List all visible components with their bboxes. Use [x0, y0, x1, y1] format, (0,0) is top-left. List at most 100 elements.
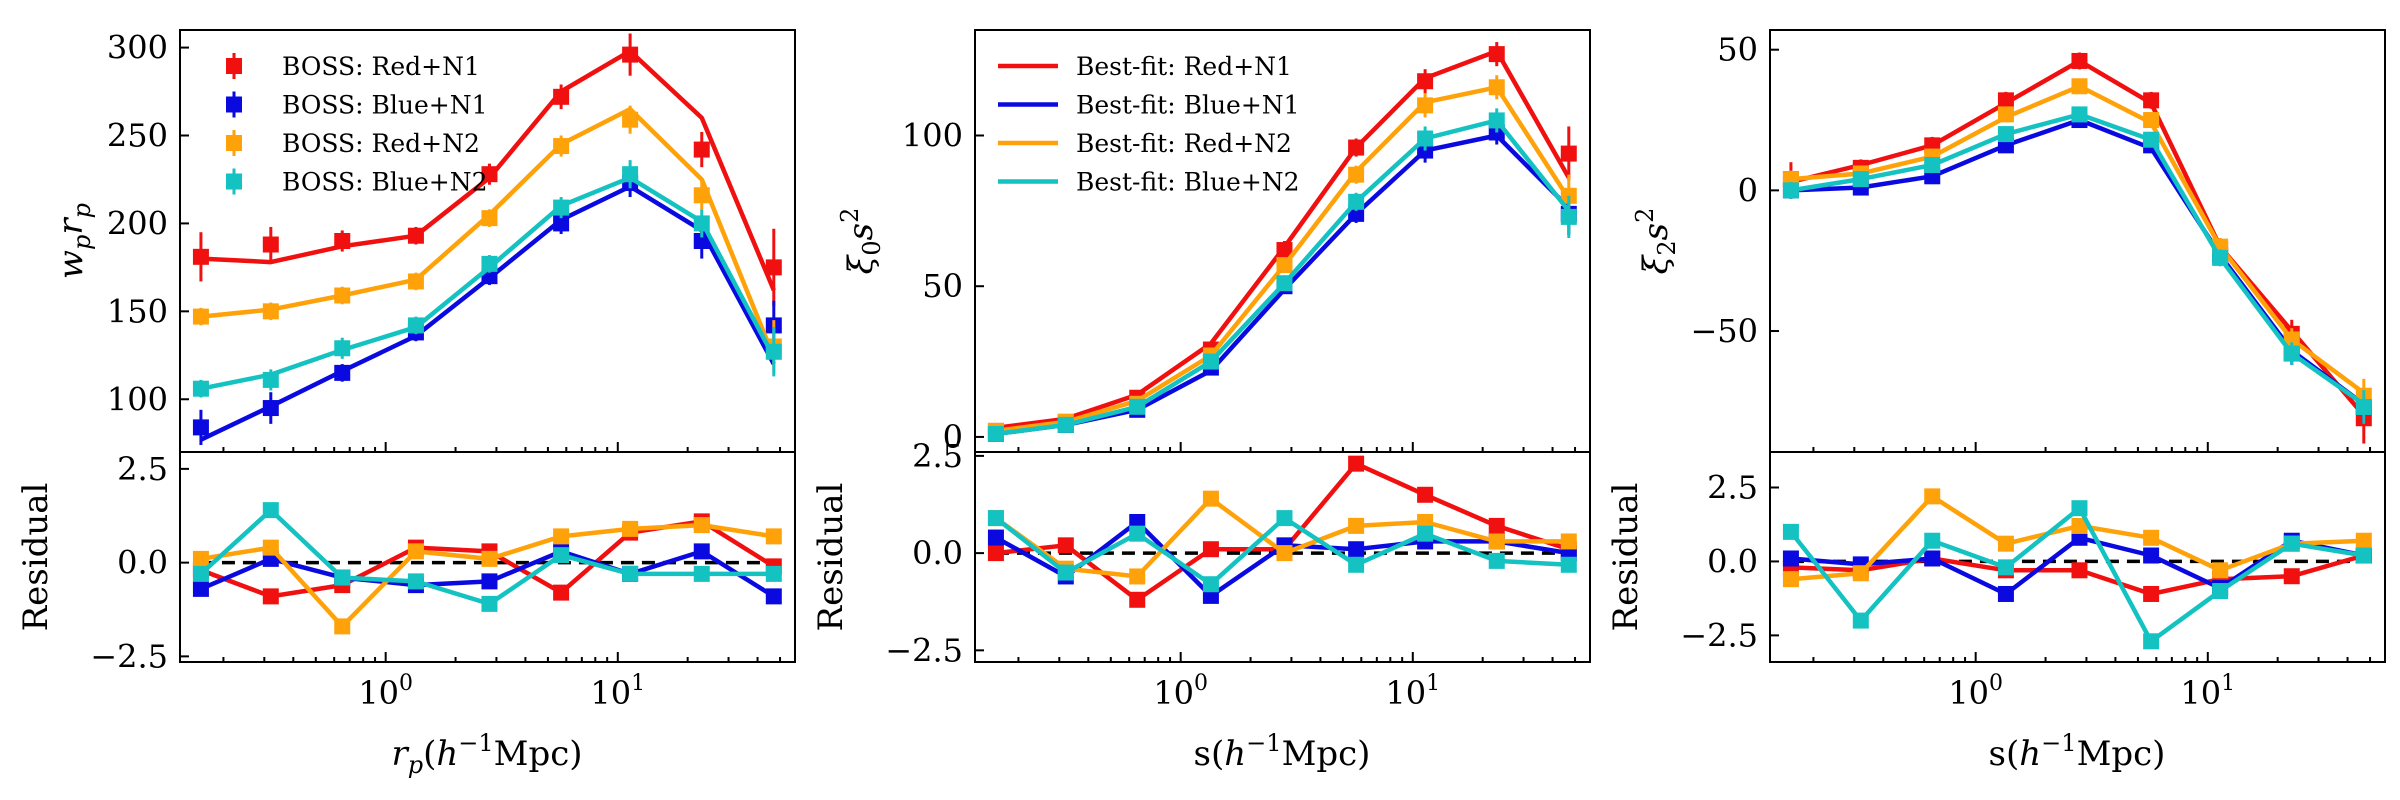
- legend-label: Best-fit: Red+N1: [1076, 52, 1292, 81]
- x-axis-label-rp: rp(h−1Mpc): [391, 729, 582, 779]
- x-axis-label-s: s(h−1Mpc): [1989, 729, 2166, 774]
- data-marker: [1202, 541, 1219, 558]
- series-red-n1: [1782, 547, 2372, 602]
- data-marker: [1057, 537, 1074, 554]
- data-marker: [693, 565, 710, 582]
- data-marker: [765, 259, 782, 276]
- x-tick-label: 100: [1153, 671, 1208, 712]
- legend-boss: BOSS: Red+N1 BOSS: Blue+N1 BOSS: Red+N2 BOS…: [226, 52, 488, 197]
- data-marker: [1782, 571, 1799, 588]
- y-tick-label: 50: [1717, 31, 1758, 69]
- data-marker: [1997, 92, 2014, 109]
- data-marker: [2355, 532, 2372, 549]
- data-marker: [1560, 533, 1577, 550]
- data-marker: [407, 227, 424, 244]
- data-marker: [765, 343, 782, 360]
- data-marker: [2071, 78, 2088, 95]
- data-marker: [2071, 517, 2088, 534]
- series-blue-n2: [192, 160, 782, 398]
- data-marker: [334, 340, 351, 357]
- data-marker: [2212, 583, 2229, 600]
- data-marker: [407, 317, 424, 334]
- data-marker: [1782, 182, 1799, 199]
- data-marker: [2283, 535, 2300, 552]
- data-marker: [481, 573, 498, 590]
- data-marker: [481, 166, 498, 183]
- data-marker: [1348, 556, 1365, 573]
- data-marker: [1782, 550, 1799, 567]
- series-blue-n2: [1782, 106, 2372, 424]
- series-red-n2: [192, 105, 782, 373]
- y-tick-label: 100: [107, 380, 168, 418]
- y-tick-label: 0: [1738, 171, 1758, 209]
- y-tick-label: 200: [107, 204, 168, 242]
- legend-marker: [226, 58, 242, 74]
- data-marker: [1129, 398, 1146, 415]
- data-marker: [2143, 529, 2160, 546]
- data-marker: [481, 550, 498, 567]
- data-marker: [1348, 541, 1365, 558]
- data-marker: [262, 236, 279, 253]
- data-marker: [693, 517, 710, 534]
- legend-label: BOSS: Blue+N2: [282, 168, 488, 197]
- data-marker: [1417, 486, 1434, 503]
- data-marker: [1782, 523, 1799, 540]
- data-marker: [2355, 547, 2372, 564]
- y-tick-label: −50: [1690, 312, 1758, 350]
- data-marker: [1417, 130, 1434, 147]
- data-marker: [622, 565, 639, 582]
- data-marker: [1202, 353, 1219, 370]
- x-tick-label: 101: [590, 671, 645, 712]
- data-marker: [1997, 559, 2014, 576]
- y-tick-label: 300: [107, 29, 168, 67]
- data-marker: [1348, 205, 1365, 222]
- data-marker: [1924, 157, 1941, 174]
- data-marker: [2071, 52, 2088, 69]
- y-tick-label: −2.5: [885, 631, 963, 669]
- y-tick-label: 100: [902, 117, 963, 155]
- data-marker: [1276, 275, 1293, 292]
- x-tick-label: 101: [1385, 671, 1440, 712]
- x-tick-label: 100: [358, 671, 413, 712]
- data-marker: [192, 380, 209, 397]
- data-marker: [1924, 488, 1941, 505]
- legend-label: BOSS: Red+N1: [282, 52, 480, 81]
- data-marker: [2143, 112, 2160, 129]
- y-tick-label: 0.0: [1707, 542, 1758, 580]
- data-marker: [1057, 416, 1074, 433]
- data-marker: [481, 595, 498, 612]
- data-marker: [1129, 525, 1146, 542]
- data-marker: [481, 255, 498, 272]
- data-marker: [765, 528, 782, 545]
- data-marker: [765, 588, 782, 605]
- series-line: [1790, 84, 2366, 395]
- data-marker: [1129, 568, 1146, 585]
- data-marker: [334, 233, 351, 249]
- x-tick-label: 100: [1948, 671, 2003, 712]
- series-red-n1: [192, 33, 782, 307]
- data-marker: [1417, 97, 1434, 114]
- data-marker: [553, 215, 570, 232]
- y-axis-label-residual: Residual: [1606, 483, 1646, 632]
- legend-label: Best-fit: Blue+N1: [1076, 91, 1300, 120]
- data-marker: [553, 199, 570, 216]
- data-marker: [1488, 517, 1505, 534]
- series-blue-n2: [987, 510, 1577, 593]
- data-marker: [192, 565, 209, 582]
- data-marker: [334, 287, 351, 304]
- series-blue-n2: [192, 502, 782, 612]
- data-marker: [987, 425, 1004, 442]
- y-axis-label-wp: wprp: [51, 203, 96, 279]
- data-marker: [407, 543, 424, 560]
- data-marker: [407, 573, 424, 590]
- data-marker: [334, 569, 351, 586]
- data-marker: [2283, 568, 2300, 585]
- data-marker: [2143, 547, 2160, 564]
- data-marker: [1560, 556, 1577, 573]
- data-marker: [622, 166, 639, 183]
- data-marker: [1997, 535, 2014, 552]
- data-marker: [192, 308, 209, 325]
- data-marker: [1852, 612, 1869, 629]
- data-marker: [1348, 166, 1365, 183]
